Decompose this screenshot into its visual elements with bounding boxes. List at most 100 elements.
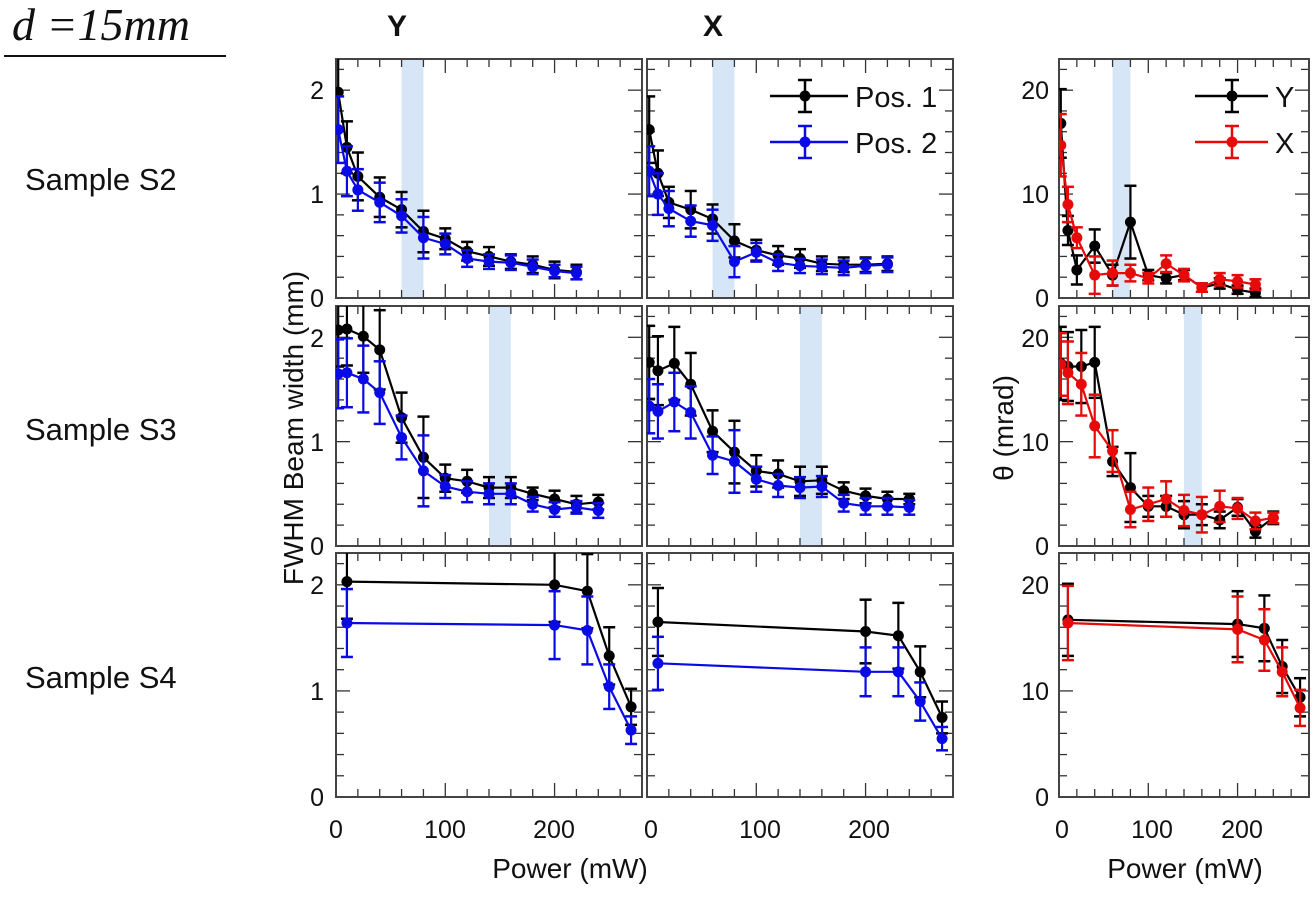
data-point <box>341 165 353 177</box>
series-line <box>648 400 910 509</box>
data-point <box>707 219 719 231</box>
y-tick-label: 0 <box>310 784 324 812</box>
series-pos-1 <box>336 59 583 281</box>
plot-panels <box>335 58 1310 798</box>
data-point <box>461 253 473 265</box>
data-point <box>374 387 386 399</box>
series-line <box>648 129 888 266</box>
data-point <box>838 485 850 497</box>
y-tick-labels-theta: 0 10 20 0 10 20 0 10 20 <box>1021 77 1049 812</box>
data-point <box>794 260 806 272</box>
data-point <box>816 261 828 273</box>
series-pos-2 <box>336 95 583 281</box>
data-point <box>1124 267 1136 279</box>
data-point <box>892 630 904 642</box>
data-point <box>570 501 582 513</box>
panel-y-s3 <box>335 305 643 547</box>
x-tick-label: 200 <box>1221 816 1263 844</box>
distance-label: d =15mm <box>12 0 190 50</box>
x-tick-label: 0 <box>1055 816 1069 844</box>
data-point <box>750 246 762 258</box>
y-tick-label: 0 <box>310 533 324 561</box>
x-tick-labels: 0 100 200 0 100 200 0 100 200 <box>329 816 1263 844</box>
series-pos-2 <box>647 145 894 279</box>
highlight-band <box>1112 59 1131 298</box>
series-pos-1 <box>651 586 949 735</box>
y-tick-label: 10 <box>1021 181 1049 209</box>
data-point <box>549 579 561 591</box>
data-point <box>1124 216 1136 228</box>
data-point <box>750 473 762 485</box>
x-tick-label: 0 <box>644 816 658 844</box>
y-tick-label: 0 <box>1035 533 1049 561</box>
data-point <box>647 400 655 412</box>
data-point <box>336 86 344 98</box>
series-pos-2 <box>647 371 916 516</box>
panel-frame <box>335 305 643 547</box>
highlight-band <box>401 59 424 298</box>
data-point <box>936 711 948 723</box>
data-point <box>647 356 655 368</box>
data-point <box>581 585 593 597</box>
legend-label-pos1: Pos. 1 <box>855 82 937 114</box>
panel-theta-s3 <box>1058 305 1310 547</box>
data-point <box>1062 198 1074 210</box>
column-header-x: X <box>703 10 723 43</box>
data-point <box>1178 269 1190 281</box>
y-tick-label: 2 <box>310 325 324 353</box>
data-point <box>816 481 828 493</box>
data-point <box>336 124 344 136</box>
y-tick-label: 0 <box>1035 285 1049 313</box>
data-point <box>685 406 697 418</box>
data-point <box>603 681 615 693</box>
panel-y-s2 <box>335 58 643 299</box>
series-y <box>1059 87 1262 298</box>
data-point <box>1160 493 1172 505</box>
y-tick-labels-width: 0 1 2 0 1 2 0 1 2 <box>310 77 324 812</box>
data-point <box>1160 258 1172 270</box>
data-point <box>439 481 451 493</box>
data-point <box>1071 264 1083 276</box>
data-point <box>341 617 353 629</box>
data-point <box>625 724 637 736</box>
data-point <box>483 256 495 268</box>
data-point <box>461 486 473 498</box>
series-pos-1 <box>336 306 605 514</box>
data-point <box>1214 273 1226 285</box>
y-tick-label: 1 <box>310 678 324 706</box>
highlight-band <box>1184 306 1202 546</box>
data-point <box>668 357 680 369</box>
data-point <box>728 455 740 467</box>
legend-marker-pos2 <box>799 136 811 148</box>
panel-frame <box>1058 305 1310 547</box>
data-point <box>1089 240 1101 252</box>
series-x <box>1061 584 1307 728</box>
data-point <box>1214 500 1226 512</box>
data-point <box>1062 224 1074 236</box>
data-point <box>647 124 655 136</box>
data-point <box>1075 378 1087 390</box>
data-point <box>860 666 872 678</box>
y-tick-label: 2 <box>310 77 324 105</box>
y-tick-label: 0 <box>310 285 324 313</box>
legend-theta: Y X <box>1195 78 1294 160</box>
data-point <box>1232 275 1244 287</box>
data-point <box>439 238 451 250</box>
data-point <box>1196 282 1208 294</box>
x-tick-label: 100 <box>739 816 781 844</box>
y-tick-label: 10 <box>1021 678 1049 706</box>
data-point <box>1267 512 1279 524</box>
data-point <box>505 257 517 269</box>
data-point <box>357 373 369 385</box>
data-point <box>1062 367 1074 379</box>
data-point <box>1276 666 1288 678</box>
data-point <box>1062 617 1074 629</box>
data-point <box>1107 445 1119 457</box>
data-point <box>685 215 697 227</box>
data-point <box>527 261 539 273</box>
data-point <box>1089 269 1101 281</box>
highlight-band <box>489 306 511 546</box>
data-point <box>341 576 353 588</box>
data-point <box>1196 509 1208 521</box>
